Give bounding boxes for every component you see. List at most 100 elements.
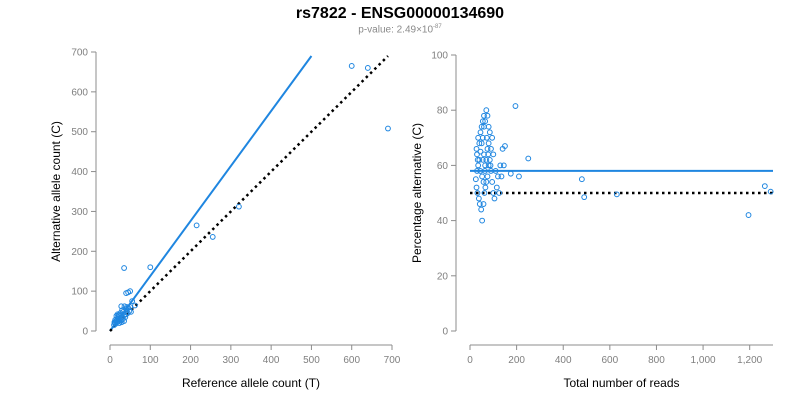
right-data-point [483, 156, 490, 163]
right-data-point [474, 190, 481, 196]
right-data-point [483, 107, 490, 114]
right-data-point [485, 162, 492, 169]
right-data-point [578, 176, 585, 183]
right-y-tick-label: 0 [442, 327, 448, 338]
right-data-point [481, 112, 487, 119]
left-x-axis-title: Reference allele count (T) [182, 376, 320, 390]
right-data-point [473, 184, 480, 191]
right-data-point [485, 140, 492, 147]
right-data-point [493, 184, 500, 191]
right-data-point [479, 173, 486, 180]
right-x-tick-label: 1,000 [691, 355, 716, 366]
right-data-point [767, 188, 774, 195]
right-data-point [496, 190, 503, 196]
right-data-point [482, 184, 489, 191]
right-data-point [481, 190, 488, 196]
right-y-tick-label: 20 [437, 271, 449, 282]
left-y-tick-label: 200 [71, 247, 88, 258]
right-y-tick-label: 60 [437, 161, 449, 172]
right-y-tick-label: 40 [437, 216, 449, 227]
right-data-point [745, 212, 752, 218]
right-x-tick-label: 0 [467, 355, 473, 366]
left-data-point [128, 308, 134, 315]
left-fit-line [109, 55, 313, 332]
right-data-point [474, 156, 481, 163]
right-data-point [480, 201, 487, 207]
left-x-tick-label: 300 [223, 355, 240, 366]
right-data-point [498, 173, 505, 180]
left-y-tick-label: 300 [71, 207, 88, 218]
right-data-point [478, 206, 485, 213]
left-x-tick-label: 0 [107, 355, 113, 366]
right-data-point [484, 173, 491, 180]
left-y-tick-label: 700 [71, 48, 88, 59]
right-data-point [479, 217, 486, 224]
right-data-point [525, 155, 532, 162]
right-data-point [480, 179, 487, 185]
right-y-tick-label: 100 [431, 51, 448, 62]
right-data-point [581, 194, 588, 201]
left-data-point [115, 318, 121, 325]
right-x-tick-label: 600 [602, 355, 619, 366]
right-data-point [475, 134, 482, 141]
right-data-point [472, 176, 479, 183]
right-data-point [485, 123, 492, 130]
right-data-point [484, 145, 491, 152]
right-data-point [490, 151, 497, 158]
right-data-point [490, 190, 497, 196]
left-data-point [364, 65, 371, 71]
right-data-point [473, 145, 480, 152]
right-data-point [483, 179, 490, 185]
left-data-point [129, 298, 136, 305]
left-data-point [348, 63, 355, 69]
left-data-point [118, 303, 125, 310]
right-data-point [475, 195, 482, 202]
right-data-point [481, 151, 487, 158]
right-data-point [486, 156, 493, 163]
right-data-point [491, 195, 498, 202]
right-data-point [489, 134, 496, 141]
left-y-tick-label: 0 [82, 327, 88, 338]
left-x-tick-label: 600 [343, 355, 360, 366]
right-data-point [482, 162, 489, 169]
right-data-point [482, 168, 488, 174]
right-data-point [474, 151, 480, 158]
left-data-point [209, 234, 216, 240]
right-data-point [499, 145, 506, 152]
right-data-point [476, 156, 483, 163]
right-data-point [477, 148, 484, 155]
right-x-tick-label: 200 [508, 355, 525, 366]
right-x-axis-title: Total number of reads [563, 376, 679, 390]
p-value-label: p-value: 2.49×10 [358, 24, 434, 36]
left-y-axis-title: Alternative allele count (C) [49, 121, 63, 262]
left-data-point [111, 319, 118, 326]
right-data-point [497, 162, 504, 169]
right-x-tick-label: 800 [648, 355, 665, 366]
left-data-point [193, 222, 200, 229]
right-data-point [495, 173, 501, 180]
left-x-tick-label: 500 [303, 355, 320, 366]
right-data-point [487, 162, 494, 169]
left-data-point [385, 125, 391, 132]
chart-title: rs7822 - ENSG00000134690 [295, 5, 505, 22]
right-data-point [478, 123, 485, 130]
chart-subtitle: p-value: 2.49×10-87 [0, 24, 800, 35]
right-data-point [482, 118, 489, 125]
right-data-point [474, 168, 480, 174]
right-x-tick-label: 400 [555, 355, 572, 366]
left-data-point [147, 264, 154, 271]
right-data-point [475, 162, 482, 169]
left-y-tick-label: 100 [71, 287, 88, 298]
left-x-tick-label: 100 [142, 355, 159, 366]
left-data-point [123, 290, 130, 297]
right-data-point [512, 103, 519, 109]
right-data-point [476, 201, 483, 207]
right-data-point [761, 183, 768, 190]
right-y-tick-label: 80 [437, 106, 449, 117]
right-x-tick-label: 1,200 [737, 355, 762, 366]
left-data-point [121, 265, 127, 271]
right-data-point [483, 134, 490, 141]
right-data-point [476, 140, 483, 147]
